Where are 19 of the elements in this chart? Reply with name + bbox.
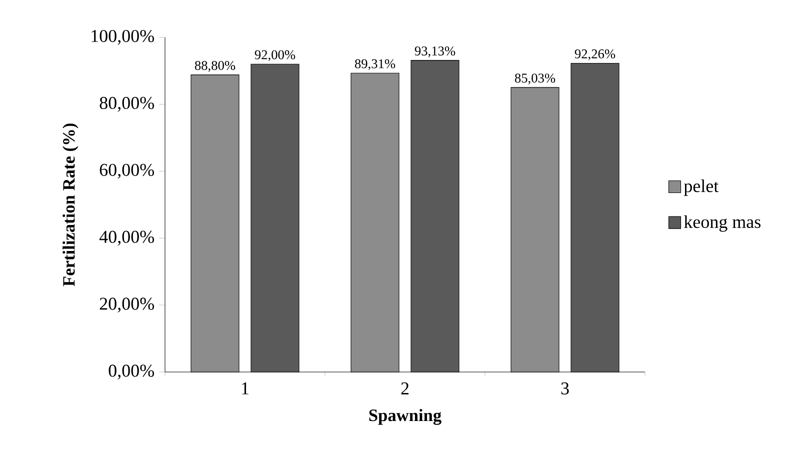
legend-label: keong mas — [684, 215, 760, 232]
x-tick-label: 3 — [561, 382, 569, 394]
y-tick-label: 20,00% — [100, 298, 154, 312]
y-tick-label: 0,00% — [108, 364, 154, 380]
data-label: 92,26% — [574, 49, 616, 60]
y-tick-label: 40,00% — [99, 230, 154, 246]
data-label: 88,80% — [194, 60, 236, 72]
y-tick-label: 100,00% — [92, 30, 154, 45]
data-label: 93,13% — [414, 46, 456, 58]
y-tick-label: 80,00% — [100, 96, 154, 112]
x-tick-label: 1 — [242, 382, 248, 394]
data-label: 85,03% — [514, 74, 556, 84]
x-tick-label: 2 — [401, 382, 409, 394]
y-axis-title: Fertilization Rate (%) — [62, 124, 78, 286]
legend-label: pelet — [684, 180, 719, 196]
data-label: 92,00% — [254, 50, 296, 62]
x-axis-title: Spawning — [369, 408, 442, 425]
y-tick-label: 60,00% — [100, 164, 154, 179]
data-label: 89,31% — [354, 59, 396, 70]
